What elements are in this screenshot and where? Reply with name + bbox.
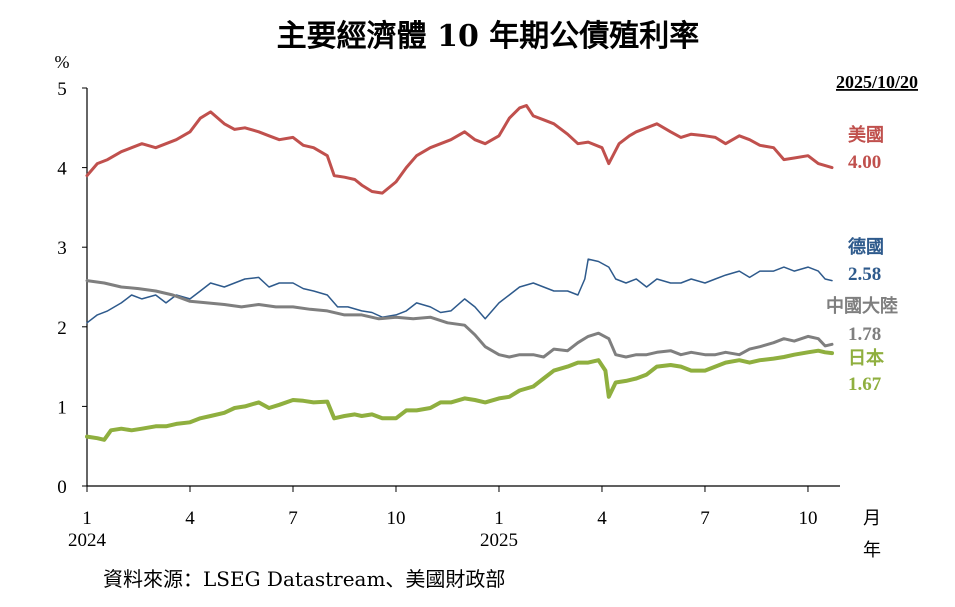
- x-tick-label: 7: [288, 508, 298, 529]
- x-tick-label: 4: [597, 508, 607, 529]
- x-tick-label: 10: [798, 508, 817, 529]
- series-line-0: [85, 104, 834, 195]
- x-year-label: 2025: [480, 530, 518, 551]
- y-tick-label: 0: [57, 477, 67, 498]
- x-tick-label: 1: [494, 508, 504, 529]
- series-line-3: [85, 348, 834, 442]
- x-tick-label: 1: [82, 508, 92, 529]
- x-axis-month-unit: 月: [863, 508, 881, 528]
- y-tick-label: 4: [57, 159, 67, 180]
- legend-de: 德國 2.58: [848, 236, 884, 285]
- legend-jp: 日本 1.67: [848, 347, 884, 395]
- legend-us: 美國 4.00: [848, 124, 884, 173]
- axes: [86, 88, 840, 487]
- date-label: 2025/10/20: [836, 72, 918, 92]
- legend-label-cn: 中國大陸: [826, 295, 898, 317]
- legend-value-us: 4.00: [848, 152, 881, 173]
- legend-label-jp: 日本: [848, 347, 884, 369]
- series-lines: [85, 104, 834, 442]
- x-tick-label: 7: [700, 508, 710, 529]
- y-ticks: 0 1 2 3 4 5: [57, 79, 87, 498]
- x-axis-year-unit: 年: [863, 540, 881, 560]
- series-line-2: [85, 279, 834, 359]
- y-axis-unit: %: [55, 52, 70, 72]
- x-tick-label: 10: [386, 508, 405, 529]
- y-tick-label: 3: [57, 238, 67, 259]
- y-tick-label: 1: [57, 397, 67, 418]
- series-line-1: [86, 258, 833, 324]
- y-tick-label: 5: [57, 79, 67, 100]
- chart-title: 主要經濟體 10 年期公債殖利率: [277, 19, 700, 54]
- x-tick-label: 4: [185, 508, 195, 529]
- legend-value-de: 2.58: [848, 264, 881, 285]
- legend-value-jp: 1.67: [848, 374, 882, 395]
- x-year-label: 2024: [68, 530, 107, 551]
- legend-label-de: 德國: [848, 236, 884, 258]
- source-note: 資料來源：LSEG Datastream、美國財政部: [103, 567, 505, 591]
- legend-value-cn: 1.78: [848, 324, 881, 345]
- legend-cn: 中國大陸 1.78: [826, 295, 898, 345]
- legend-label-us: 美國: [848, 124, 884, 146]
- y-tick-label: 2: [57, 318, 67, 339]
